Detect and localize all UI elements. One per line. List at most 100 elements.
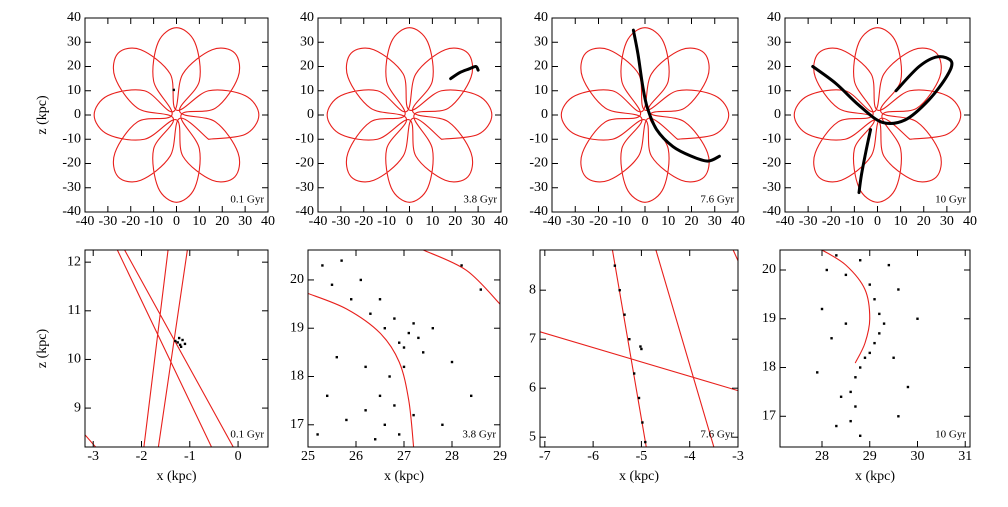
- x-tick-label: 0: [406, 214, 413, 229]
- x-tick-label: 0: [874, 214, 881, 229]
- frame: [84, 17, 269, 213]
- y-tick-label: 7: [529, 331, 536, 346]
- particle: [422, 351, 425, 354]
- particle: [897, 415, 900, 418]
- x-tick-label: -10: [144, 214, 163, 229]
- particle: [177, 336, 181, 340]
- x-tick-label: -10: [377, 214, 396, 229]
- x-tick-label: 10: [661, 214, 675, 229]
- particle: [330, 283, 334, 286]
- frame: [779, 249, 971, 448]
- y-tick-label: 18: [762, 360, 776, 375]
- x-tick-label: 29: [493, 449, 507, 464]
- orbit-line: [631, 28, 721, 163]
- orbit-line: [821, 250, 871, 364]
- particle: [378, 394, 382, 398]
- particle: [844, 322, 848, 325]
- particle: [374, 438, 377, 441]
- particle: [820, 307, 824, 311]
- x-tick-label: -40: [776, 214, 795, 229]
- x-tick-label: 10: [192, 214, 206, 229]
- x-tick-label: -40: [76, 214, 95, 229]
- y-tick-label: 17: [290, 417, 304, 432]
- particle: [849, 419, 852, 423]
- x-tick-label: -30: [332, 214, 351, 229]
- y-tick-label: 40: [767, 10, 781, 25]
- particle: [393, 404, 396, 407]
- particle: [623, 313, 626, 316]
- y-axis-label: z (kpc): [35, 95, 50, 135]
- particle: [868, 351, 871, 355]
- y-axis-label: z (kpc): [35, 329, 50, 369]
- x-tick-label: 0: [173, 214, 180, 229]
- particle: [628, 337, 631, 341]
- frame: [784, 17, 971, 213]
- y-tick-label: 40: [300, 10, 314, 25]
- particle: [916, 317, 919, 320]
- y-tick-label: 6: [529, 380, 536, 395]
- time-label: 0.1 Gyr: [230, 194, 264, 206]
- x-tick-label: 0: [642, 214, 649, 229]
- y-tick-label: 8: [529, 282, 536, 297]
- particle: [632, 372, 636, 375]
- particle: [181, 338, 184, 342]
- x-tick-label: 20: [917, 214, 931, 229]
- x-tick-label: 27: [397, 449, 411, 464]
- x-tick-label: -4: [684, 449, 696, 464]
- y-tick-label: 12: [67, 254, 81, 269]
- y-tick-label: -10: [62, 131, 81, 146]
- y-tick-label: 40: [534, 10, 548, 25]
- y-tick-label: -10: [762, 131, 781, 146]
- particle: [321, 264, 324, 267]
- y-tick-label: 5: [529, 429, 536, 444]
- plot-area: [793, 27, 962, 203]
- plot-area: [560, 27, 730, 203]
- particle: [450, 360, 454, 364]
- y-tick-label: -40: [529, 204, 548, 219]
- x-tick-label: -1: [184, 449, 196, 464]
- x-tick-label: 10: [425, 214, 439, 229]
- y-tick-label: -40: [295, 204, 314, 219]
- particle: [906, 385, 910, 389]
- x-tick-label: 25: [301, 449, 315, 464]
- y-tick-label: 30: [534, 34, 548, 49]
- particle: [388, 375, 391, 378]
- particle: [335, 355, 338, 359]
- plot-area: [308, 250, 500, 447]
- plot-area: [93, 27, 260, 203]
- y-tick-label: 17: [762, 408, 776, 423]
- particle: [383, 327, 386, 330]
- x-tick-label: -10: [845, 214, 864, 229]
- particle: [369, 312, 372, 315]
- y-tick-label: 9: [74, 400, 81, 415]
- orbit-line: [326, 27, 493, 203]
- x-tick-label: 26: [349, 449, 363, 464]
- frame: [539, 249, 739, 448]
- y-tick-label: 20: [290, 272, 304, 287]
- particle: [637, 396, 641, 400]
- particle: [172, 88, 175, 92]
- particle: [644, 440, 647, 444]
- particle: [868, 283, 871, 286]
- particle: [364, 409, 367, 412]
- x-tick-label: -10: [612, 214, 631, 229]
- y-tick-label: 30: [67, 34, 81, 49]
- y-tick-label: -20: [295, 156, 314, 171]
- y-tick-label: -20: [529, 156, 548, 171]
- particle: [441, 423, 444, 426]
- particle: [825, 268, 828, 272]
- y-tick-label: 18: [290, 369, 304, 384]
- orbit-line: [793, 27, 962, 203]
- particle: [839, 395, 843, 398]
- x-tick-label: -7: [539, 449, 551, 464]
- y-tick-label: -10: [295, 131, 314, 146]
- particle: [849, 390, 852, 394]
- x-tick-label: -5: [636, 449, 648, 464]
- x-tick-label: -40: [543, 214, 562, 229]
- x-axis-label: x (kpc): [855, 469, 895, 484]
- particle: [407, 331, 410, 335]
- x-tick-label: 30: [940, 214, 954, 229]
- plot-area: [540, 250, 738, 447]
- y-tick-label: -40: [762, 204, 781, 219]
